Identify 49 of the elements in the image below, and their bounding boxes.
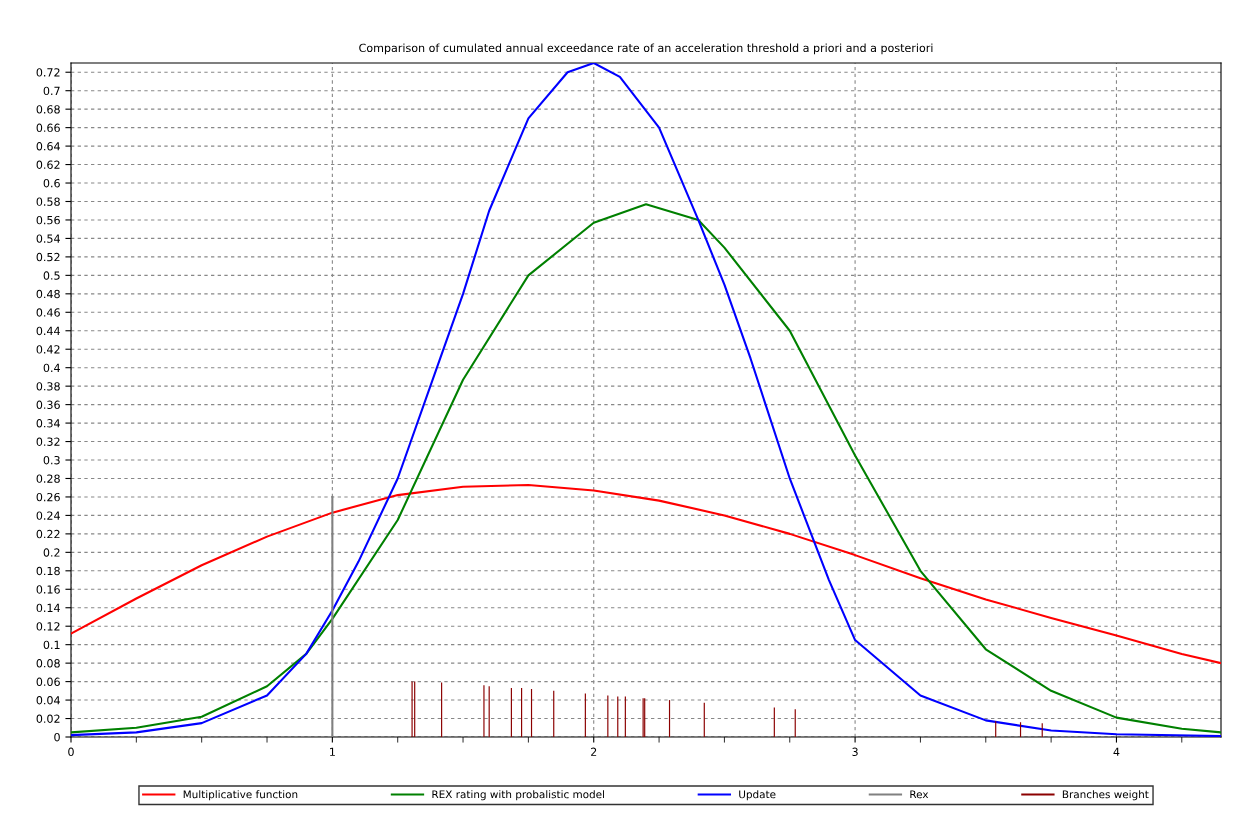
x-tick-label: 3 xyxy=(852,747,858,757)
y-tick-label: 0.58 xyxy=(36,197,60,206)
x-tick-label: 4 xyxy=(1113,747,1120,756)
legend-label: Multiplicative function xyxy=(183,790,298,801)
legend-label: REX rating with probalistic model xyxy=(432,790,604,801)
y-tick-label: 0.52 xyxy=(36,252,60,262)
y-tick-label: 0.34 xyxy=(36,419,60,428)
legend-label: Rex xyxy=(910,790,929,799)
y-tick-label: 0.4 xyxy=(43,363,60,373)
y-tick-label: 0.06 xyxy=(36,677,60,686)
x-tick-label: 0 xyxy=(68,747,74,757)
line-series xyxy=(71,483,1221,665)
y-tick-label: 0.3 xyxy=(43,455,60,465)
y-tick-label: 0.66 xyxy=(36,123,60,133)
y-tick-label: 0.04 xyxy=(36,696,60,705)
y-tick-label: 0.44 xyxy=(36,326,60,336)
y-tick-label: 0.26 xyxy=(36,492,60,502)
y-tick-label: 0.24 xyxy=(36,511,60,520)
chart-title: Comparison of cumulated annual exceedance rate of an acceleration threshold a priori and a posteriori xyxy=(359,43,933,55)
y-tick-label: 0.32 xyxy=(36,437,60,446)
legend-label: Branches weight xyxy=(1062,790,1149,801)
legend-label: Update xyxy=(739,790,776,801)
y-tick-label: 0.68 xyxy=(36,105,60,114)
y-tick-label: 0 xyxy=(54,732,60,742)
y-tick-label: 0.02 xyxy=(36,714,60,723)
x-tick-label: 2 xyxy=(591,747,597,756)
x-tick-label: 1 xyxy=(330,747,335,756)
y-tick-label: 0.16 xyxy=(36,585,60,594)
y-tick-label: 0.36 xyxy=(36,400,60,409)
y-tick-label: 0.2 xyxy=(43,548,60,557)
y-tick-label: 0.42 xyxy=(36,345,60,354)
y-tick-label: 0.28 xyxy=(36,474,60,483)
y-tick-label: 0.72 xyxy=(36,68,60,77)
y-tick-label: 0.48 xyxy=(36,289,60,299)
y-tick-label: 0.18 xyxy=(36,566,60,576)
y-tick-label: 0.14 xyxy=(36,603,60,613)
y-tick-label: 0.38 xyxy=(36,382,60,391)
y-tick-label: 0.46 xyxy=(36,308,60,317)
y-tick-label: 0.22 xyxy=(36,529,60,539)
y-tick-label: 0.7 xyxy=(43,86,60,96)
y-tick-label: 0.08 xyxy=(36,659,60,668)
y-tick-label: 0.12 xyxy=(36,622,60,631)
y-tick-label: 0.1 xyxy=(43,640,60,650)
y-tick-label: 0.62 xyxy=(36,160,60,169)
y-tick-label: 0.54 xyxy=(36,234,60,243)
y-tick-label: 0.56 xyxy=(36,215,60,225)
y-tick-label: 0.64 xyxy=(36,142,60,151)
y-tick-label: 0.5 xyxy=(43,271,60,280)
y-tick-label: 0.6 xyxy=(43,179,60,188)
